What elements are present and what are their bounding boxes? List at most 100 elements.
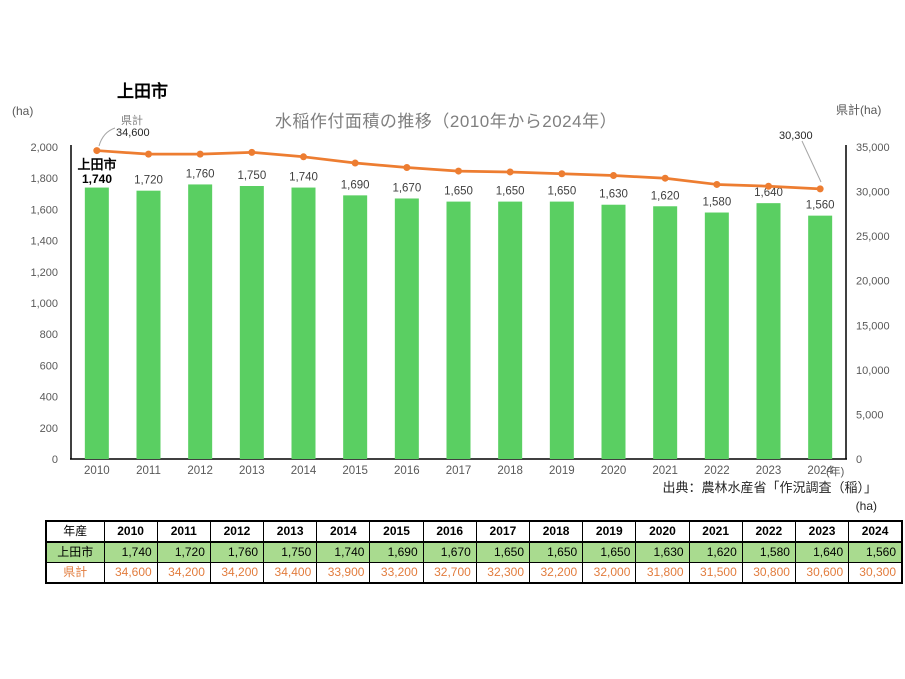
x-axis-label-2021: 2021 [652,465,678,477]
table-cell-ueda-2023: 1,640 [794,541,850,563]
table-cell-kenkei-2018: 32,200 [528,562,584,584]
bar-2020 [601,204,626,459]
table-cell-ueda-2018: 1,650 [528,541,584,563]
table-cell-ueda-2019: 1,650 [582,541,637,563]
bar-2021 [653,206,678,459]
annotation-ueda-series-label: 上田市 [77,157,117,172]
bar-label-2018: 1,650 [496,186,525,198]
x-axis-label-2018: 2018 [497,465,523,477]
bar-label-2023: 1,640 [754,187,783,199]
left-axis-tick-800: 800 [40,329,58,341]
bar-2017 [446,201,471,459]
bar-2016 [394,198,419,460]
bar-label-2019: 1,650 [547,186,576,198]
bar-label-2022: 1,580 [702,197,731,209]
table-year-2012: 2012 [209,520,265,543]
table-year-2013: 2013 [263,520,318,543]
table-row-label-kenkei: 県計 [45,562,105,584]
annotation-kenkei-series-label: 県計 [121,115,143,127]
right-axis-tick-5000: 5,000 [856,409,884,421]
line-point-2017 [455,167,462,175]
bar-label-2014: 1,740 [289,172,318,184]
bar-label-2013: 1,750 [237,170,266,182]
table-cell-kenkei-2017: 32,300 [475,562,531,584]
right-axis-tick-35000: 35,000 [856,142,890,154]
table-unit-label: (ha) [855,499,877,513]
table-cell-kenkei-2010: 34,600 [103,562,158,584]
bar-2023 [756,203,781,459]
right-axis-unit-label: 県計(ha) [836,103,882,117]
x-axis-label-2015: 2015 [342,465,368,477]
x-axis-label-2014: 2014 [291,465,317,477]
bar-2024 [808,215,833,459]
right-axis-tick-15000: 15,000 [856,320,890,332]
bar-label-2017: 1,650 [444,186,473,198]
x-axis-label-2017: 2017 [446,465,472,477]
bar-2018 [498,201,523,459]
table-cell-kenkei-2011: 34,200 [156,562,211,584]
table-cell-kenkei-2014: 33,900 [316,562,371,584]
bar-2011 [136,190,161,459]
right-axis-tick-25000: 25,000 [856,231,890,243]
bar-2015 [343,195,368,460]
table-cell-kenkei-2013: 34,400 [263,562,318,584]
table-cell-ueda-2017: 1,650 [475,541,531,563]
x-axis-label-2019: 2019 [549,465,575,477]
left-axis-tick-1600: 1,600 [30,204,58,216]
line-point-2015 [351,159,359,167]
x-axis-label-2012: 2012 [187,465,213,477]
table-row-kenkei: 県計 34,600 34,200 34,200 34,400 33,900 33,200 32… [45,562,903,584]
table-year-2017: 2017 [475,520,531,543]
left-axis-tick-200: 200 [40,423,58,435]
left-axis-tick-1200: 1,200 [30,267,58,279]
table-cell-kenkei-2020: 31,800 [635,562,690,584]
line-point-2023 [765,182,772,190]
annotation-kenkei-last-value: 30,300 [779,130,813,142]
table-year-2021: 2021 [688,520,743,543]
table-cell-kenkei-2012: 34,200 [209,562,265,584]
source-citation: 出典：農林水産省「作況調査（稲）」 [662,480,877,495]
line-point-2018 [506,168,514,176]
table-cell-ueda-2022: 1,580 [741,541,796,563]
table-header-row: 年産 2010 2011 2012 2013 2014 2015 2016 2017 2018 20… [45,520,903,543]
bar-label-2015: 1,690 [341,179,370,191]
table-cell-kenkei-2016: 32,700 [422,562,477,584]
left-axis-tick-1400: 1,400 [30,236,58,248]
table-row-label-ueda: 上田市 [45,541,105,563]
table-year-2022: 2022 [741,520,796,543]
annotation-ueda-first-value: 1,740 [81,172,113,186]
leader-line-last-point [801,140,822,183]
bar-label-2011: 1,720 [134,175,163,187]
left-axis-tick-2000: 2,000 [30,142,58,154]
line-point-2016 [403,164,411,172]
chart-top-title: 上田市 [117,82,168,101]
table-cell-ueda-2024: 1,560 [848,541,903,563]
bar-label-2020: 1,630 [599,189,628,201]
leader-line-first-point [98,127,116,147]
bar-label-2024: 1,560 [806,200,835,212]
table-cell-ueda-2014: 1,740 [316,541,371,563]
table-year-2023: 2023 [794,520,850,543]
right-axis-tick-10000: 10,000 [856,365,890,377]
table-year-2011: 2011 [156,520,211,543]
right-axis-tick-20000: 20,000 [856,276,890,288]
line-point-2021 [661,174,669,182]
bar-label-2021: 1,620 [651,190,680,202]
table-cell-ueda-2012: 1,760 [209,541,265,563]
table-cell-kenkei-2015: 33,200 [369,562,424,584]
line-point-2022 [713,180,721,188]
x-axis-label-2010: 2010 [84,465,110,477]
bar-2019 [549,201,574,459]
bar-2012 [188,184,213,459]
table-cell-kenkei-2024: 30,300 [848,562,903,584]
table-year-2019: 2019 [582,520,637,543]
left-axis-tick-1800: 1,800 [30,173,58,185]
table-row-ueda: 上田市 1,740 1,720 1,760 1,750 1,740 1,690 1,670 1,… [45,541,903,563]
table-year-2020: 2020 [635,520,690,543]
bar-2014 [291,187,316,459]
x-axis-label-2011: 2011 [136,465,161,477]
bar-2010 [84,187,109,459]
table-year-2024: 2024 [848,520,903,543]
table-cell-ueda-2020: 1,630 [635,541,690,563]
x-axis-label-2024: 2024 [807,465,833,477]
